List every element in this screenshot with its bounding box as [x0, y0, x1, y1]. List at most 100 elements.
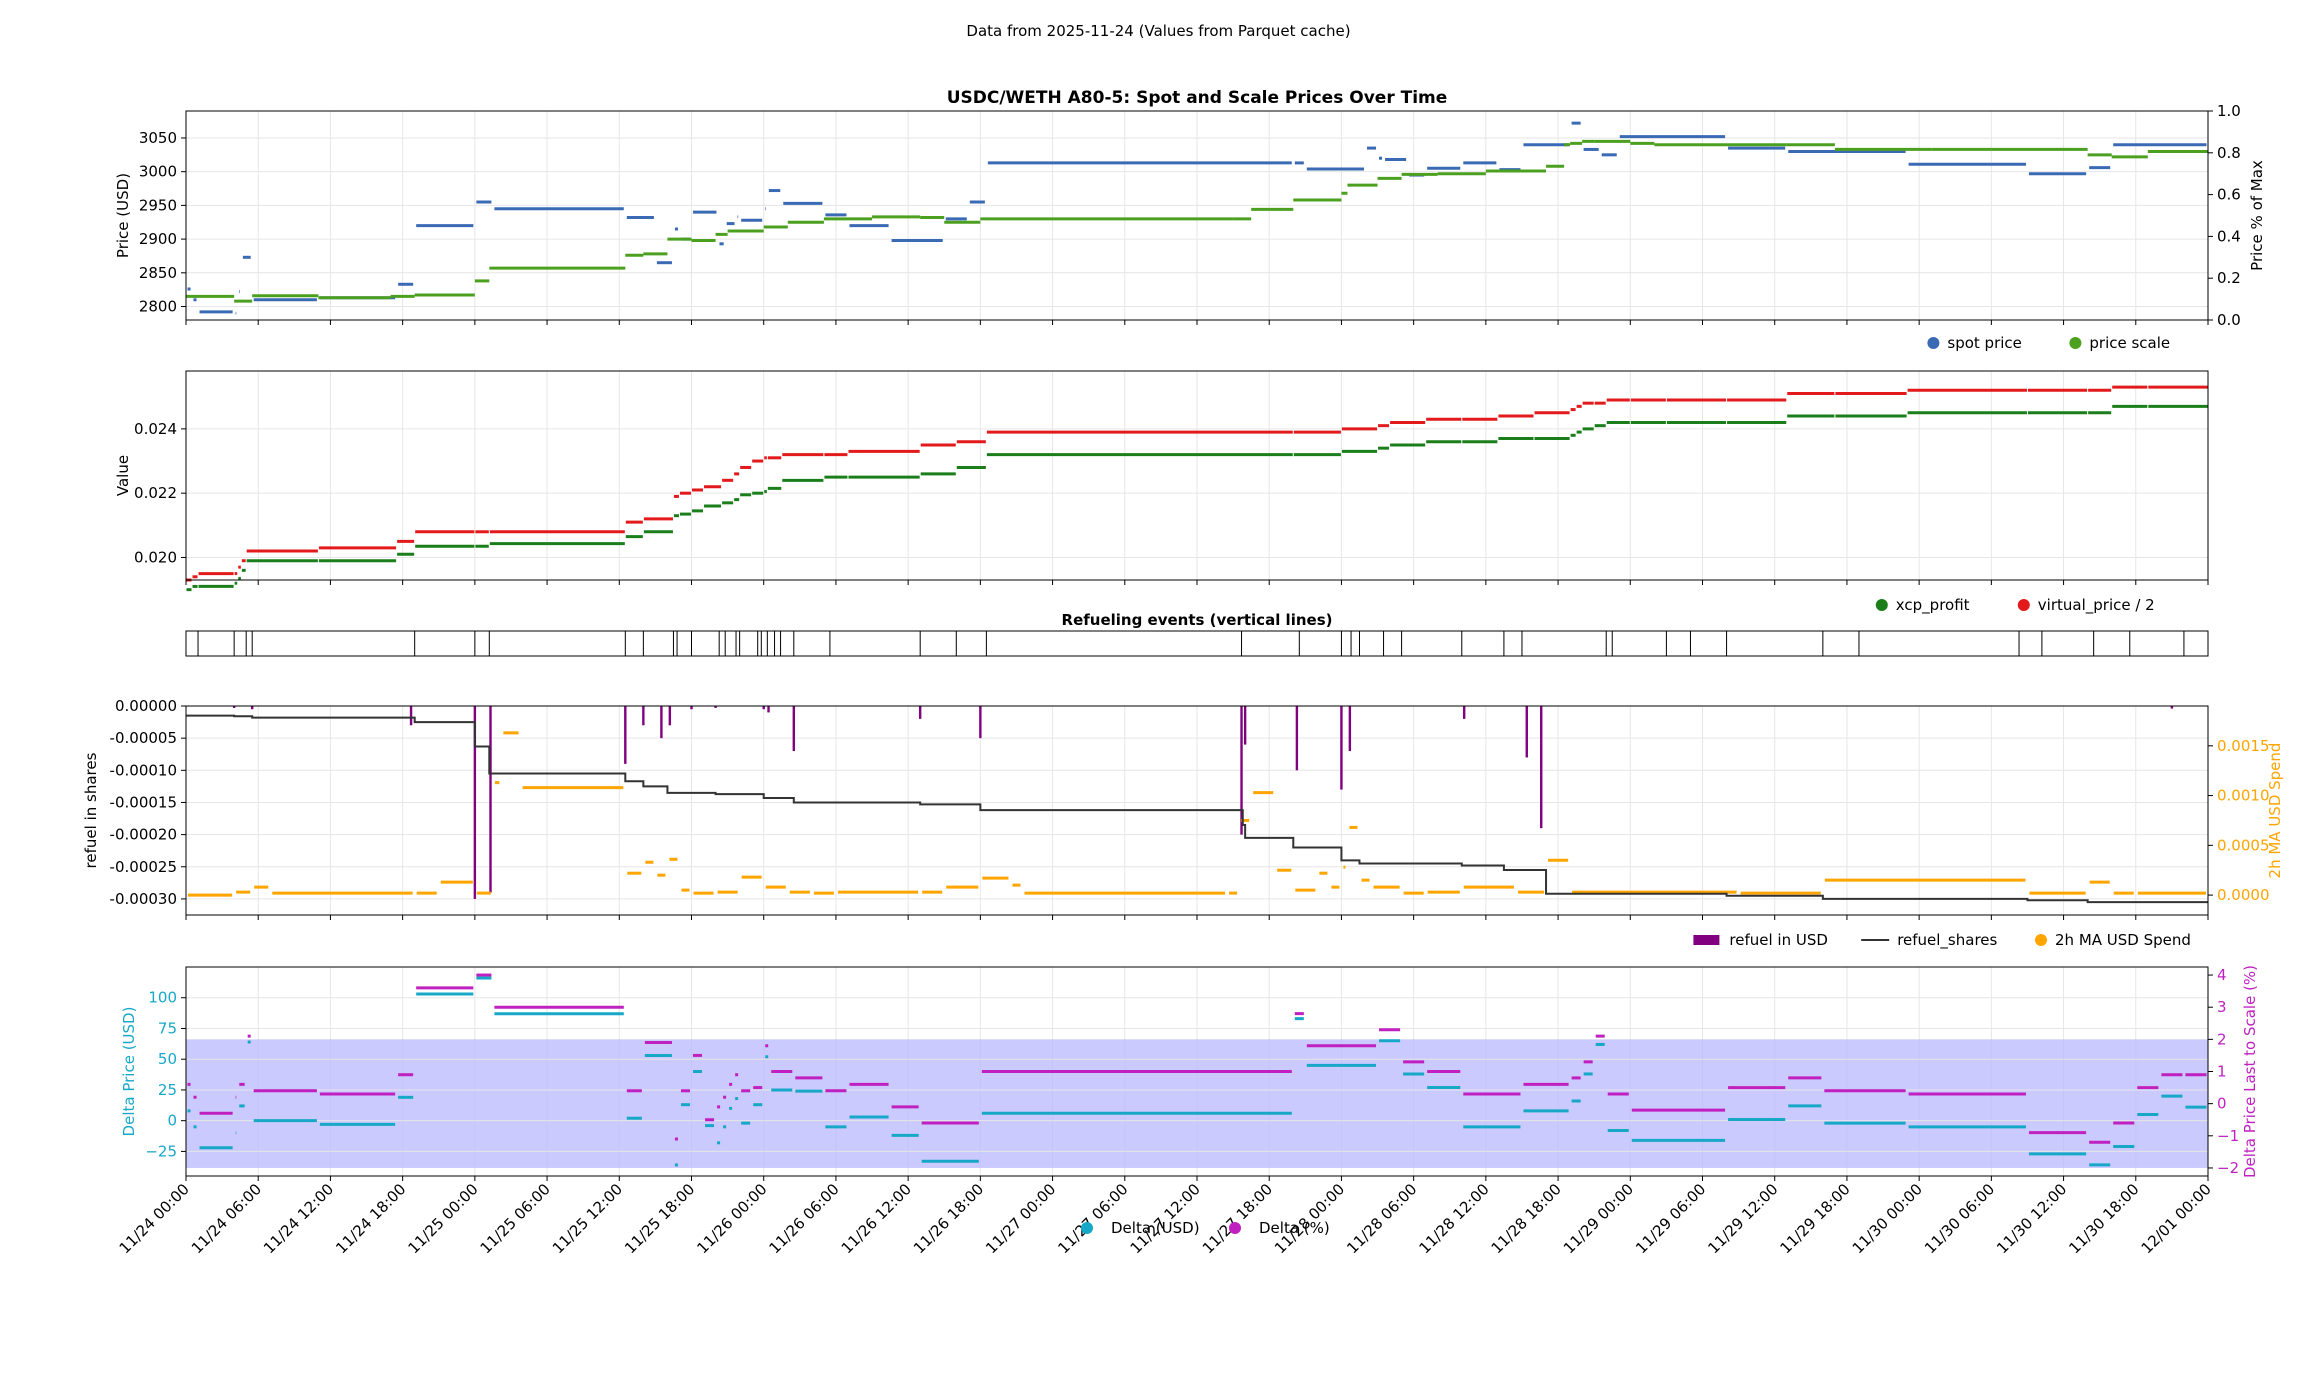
legend-marker [1229, 1222, 1241, 1234]
x-tick-label: 11/28 18:00 [1488, 1180, 1565, 1257]
y-tick-label: -0.00030 [110, 890, 177, 908]
legend-label: 2h MA USD Spend [2055, 931, 2191, 949]
legend-marker [1693, 935, 1720, 945]
y-right-tick-label: 4 [2217, 966, 2227, 984]
refuel-usd-bar [232, 706, 236, 708]
refuel-usd-bar [624, 706, 627, 764]
y-right-tick-label: 1 [2217, 1063, 2227, 1081]
y-right-tick-label: 0.0 [2217, 311, 2241, 329]
refuel-usd-bar [2170, 706, 2174, 709]
x-tick-label: 11/30 18:00 [2065, 1180, 2142, 1257]
legend-entry: refuel_shares [1861, 931, 1998, 950]
price-chart-title: USDC/WETH A80-5: Spot and Scale Prices O… [947, 88, 1448, 108]
delta-y-right-label: Delta Price Last to Scale (%) [2241, 965, 2259, 1178]
y-tick-label: -0.00010 [110, 761, 177, 779]
x-tick-label: 11/24 00:00 [116, 1180, 193, 1257]
y-tick-label: 25 [158, 1081, 177, 1099]
x-tick-label: 11/26 00:00 [693, 1180, 770, 1257]
price-y-right-label: Price % of Max [2248, 160, 2266, 271]
y-right-tick-label: 0.8 [2217, 144, 2241, 162]
y-tick-label: −25 [145, 1142, 177, 1160]
legend-label: spot price [1947, 334, 2022, 352]
events-axes [185, 630, 2209, 657]
y-tick-label: 0.024 [134, 420, 177, 438]
legend-entry: Delta (USD) [1081, 1219, 1200, 1237]
y-right-tick-label: 0.2 [2217, 269, 2241, 287]
legend-entry: Delta (%) [1229, 1219, 1330, 1237]
y-tick-label: 0.022 [134, 484, 177, 502]
legend-label: price scale [2089, 334, 2170, 352]
legend-label: Delta (%) [1259, 1219, 1330, 1237]
refuel-usd-bars [232, 706, 2174, 899]
y-right-tick-label: 0.6 [2217, 186, 2241, 204]
refuel-usd-bar [979, 706, 982, 739]
legend-label: refuel in USD [1729, 931, 1828, 949]
refuel-usd-bar [762, 706, 765, 710]
refuel-usd-bar [1243, 706, 1247, 745]
refuel-usd-bar [489, 706, 492, 893]
refuel-usd-bar [1240, 706, 1243, 835]
x-tick-label: 11/26 18:00 [910, 1180, 987, 1257]
y-right-tick-label: 0.0010 [2217, 787, 2270, 805]
refuel-usd-bar [792, 706, 796, 752]
xcp-profit-series [186, 404, 2208, 592]
spot-price-series [187, 121, 2207, 315]
legend-marker [1875, 599, 1888, 611]
y-tick-label: 0.00000 [115, 697, 177, 715]
refuel-usd-bar [1295, 706, 1299, 771]
x-tick-label: 11/24 18:00 [332, 1180, 409, 1257]
legend-marker [1927, 337, 1940, 349]
refuel-usd-bar [1540, 706, 1543, 829]
refuel-usd-bar [1348, 706, 1352, 752]
delta-tolerance-band [186, 1039, 2208, 1168]
y-right-tick-label: 0 [2217, 1095, 2227, 1113]
x-tick-label: 11/25 18:00 [621, 1180, 698, 1257]
legend-entry: price scale [2069, 334, 2170, 352]
x-gridlines [185, 111, 2209, 320]
legend-entry: refuel in USD [1693, 931, 1828, 949]
y-tick-label: 50 [158, 1050, 177, 1068]
x-tick-label: 11/25 06:00 [477, 1180, 554, 1257]
legend-marker [2069, 337, 2082, 349]
x-tick-label: 11/26 12:00 [838, 1180, 915, 1257]
legend-entry: xcp_profit [1875, 596, 1970, 615]
x-tick-label: 11/30 12:00 [1993, 1180, 2070, 1257]
legend-label: xcp_profit [1896, 596, 1970, 615]
x-tick-label: 11/25 00:00 [404, 1180, 481, 1257]
delta-pct-series [187, 973, 2207, 1144]
refuel-usd-bar [473, 706, 477, 899]
x-tick-label: 11/29 06:00 [1632, 1180, 1709, 1257]
refuel-usd-bar [1340, 706, 1343, 790]
y-right-tick-label: 1.0 [2217, 102, 2241, 120]
refuel-usd-bar [660, 706, 663, 739]
x-tick-label: 11/29 00:00 [1560, 1180, 1637, 1257]
y-tick-label: 2950 [139, 196, 177, 214]
x-tick-label: 11/26 06:00 [766, 1180, 843, 1257]
refuel-usd-bar [1462, 706, 1466, 719]
x-tick-label: 11/25 12:00 [549, 1180, 626, 1257]
figure-suptitle: Data from 2025-11-24 (Values from Parque… [966, 22, 1351, 40]
y-tick-label: 2800 [139, 298, 177, 316]
y-right-tick-label: 0.4 [2217, 227, 2241, 245]
y-tick-label: 100 [148, 989, 177, 1007]
x-tick-label: 11/29 12:00 [1704, 1180, 1781, 1257]
x-tick-label: 11/27 00:00 [982, 1180, 1059, 1257]
y-right-tick-label: −1 [2217, 1127, 2239, 1145]
legend-label: virtual_price / 2 [2038, 596, 2155, 615]
y-right-tick-label: 0.0000 [2217, 886, 2270, 904]
price-y-label: Price (USD) [114, 173, 132, 258]
refuel-shares-line [186, 714, 2208, 904]
refuel-usd-bar [409, 706, 413, 726]
y-tick-label: 3050 [139, 129, 177, 147]
refuel-usd-bar [1525, 706, 1528, 758]
y-tick-label: 75 [158, 1019, 177, 1037]
refuel-y-label: refuel in shares [82, 752, 100, 868]
refuel-event-lines [197, 631, 2185, 656]
y-tick-label: 3000 [139, 163, 177, 181]
y-tick-label: -0.00025 [110, 858, 177, 876]
y-right-tick-label: 0.0015 [2217, 737, 2270, 755]
x-tick-label: 11/29 18:00 [1777, 1180, 1854, 1257]
delta-usd-series [187, 976, 2207, 1167]
y-tick-label: -0.00015 [110, 793, 177, 811]
